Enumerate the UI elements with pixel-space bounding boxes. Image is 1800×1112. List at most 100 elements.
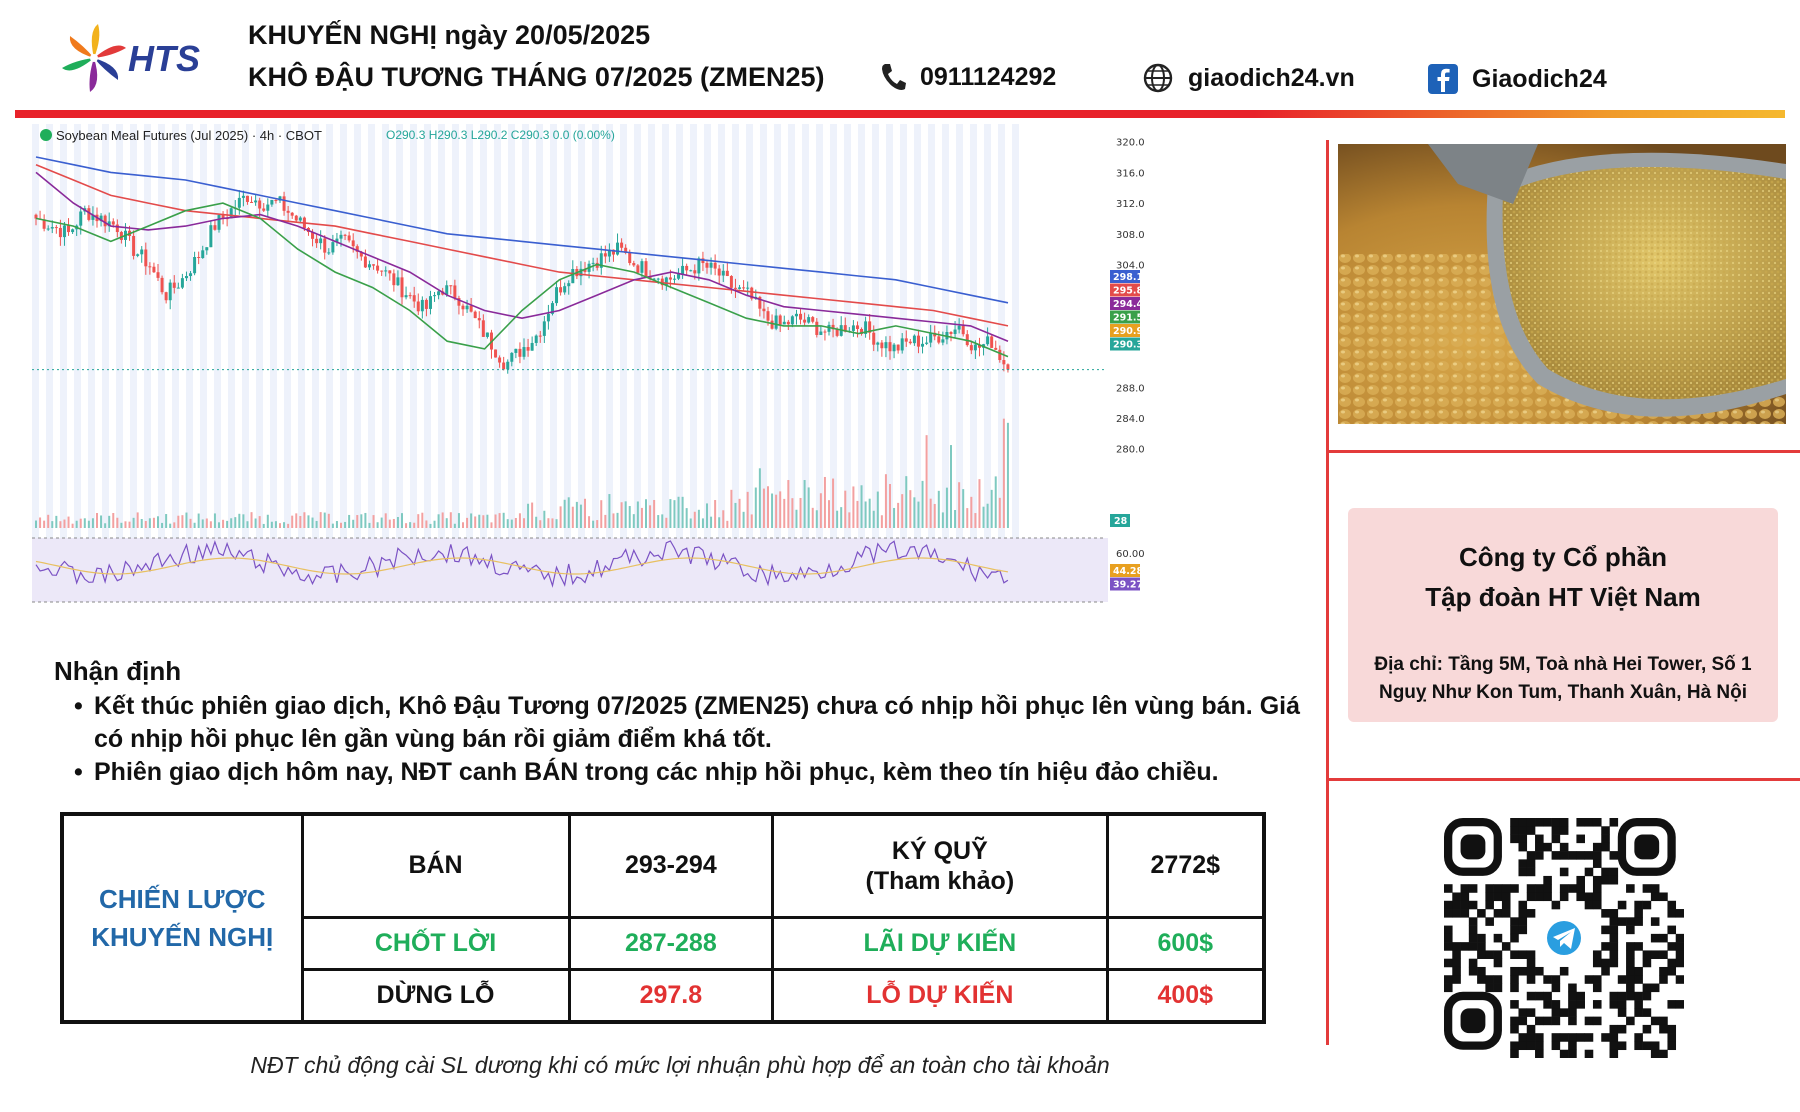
qr-module [1609, 875, 1619, 885]
candle-body [579, 268, 583, 277]
rsi-tag-label: 44.28 [1113, 566, 1143, 577]
qr-module [1551, 818, 1561, 827]
candle-body [717, 268, 721, 276]
candle-body [965, 334, 969, 346]
volume-bar [958, 482, 961, 528]
volume-bar [193, 522, 196, 528]
candle-body [201, 250, 205, 259]
volume-bar [567, 497, 570, 528]
qr-module [1568, 983, 1577, 993]
qr-module [1526, 859, 1536, 868]
qr-module [1642, 983, 1652, 993]
qr-module [1634, 942, 1643, 951]
session-stripe [550, 124, 557, 544]
qr-module [1518, 909, 1528, 918]
candle-body [156, 272, 160, 278]
candle-body [327, 252, 331, 254]
candle-body [404, 295, 408, 298]
qr-module [1592, 842, 1602, 852]
qr-module [1468, 925, 1478, 935]
session-stripe [368, 124, 375, 544]
volume-bar [543, 510, 546, 528]
qr-module [1659, 966, 1668, 976]
volume-bar [640, 507, 643, 528]
volume-bar [213, 513, 216, 528]
volume-bar [665, 517, 668, 528]
session-stripe [998, 124, 1005, 544]
qr-module [1642, 884, 1652, 893]
session-stripe [788, 124, 795, 544]
candle-body [115, 224, 119, 233]
contact-website[interactable]: giaodich24.vn [1142, 62, 1355, 94]
candle-body [681, 265, 685, 275]
session-stripe [200, 124, 207, 544]
price-tag-label: 291.5 [1113, 313, 1143, 324]
candle-body [245, 195, 249, 202]
qr-module [1518, 1016, 1528, 1026]
candle-body [815, 321, 819, 335]
price-chart[interactable]: 320.0 316.0 312.0 308.0 304.0 288.0 284.0 280.0… [30, 124, 1320, 622]
qr-module [1543, 884, 1552, 893]
qr-finder [1444, 991, 1502, 1050]
qr-module [1667, 942, 1677, 951]
qr-module [1535, 842, 1544, 852]
volume-bar [588, 516, 591, 528]
volume-bar [303, 512, 306, 528]
rsi-tick-label: 60.00 [1116, 549, 1145, 560]
candle-body [62, 225, 66, 238]
qr-module [1518, 1033, 1528, 1042]
qr-module [1576, 1033, 1585, 1042]
qr-module [1477, 966, 1486, 976]
candle-body [274, 200, 278, 202]
price-tick-label: 284.0 [1116, 414, 1145, 425]
volume-bar [547, 518, 550, 528]
session-stripe [284, 124, 291, 544]
qr-module [1667, 1033, 1677, 1042]
price-tick-label: 288.0 [1116, 383, 1145, 394]
candle-body [677, 274, 681, 279]
qr-module [1510, 917, 1519, 926]
volume-bar [177, 515, 180, 528]
volume-bar [352, 519, 355, 528]
volume-bar [148, 518, 151, 528]
candle-body [860, 328, 864, 334]
volume-bar [205, 518, 208, 528]
contact-facebook[interactable]: Giaodich24 [1428, 64, 1607, 94]
qr-code[interactable] [1444, 818, 1685, 1059]
session-stripe [438, 124, 445, 544]
qr-module [1535, 966, 1544, 976]
qr-module [1526, 818, 1536, 827]
volume-bar [409, 522, 412, 528]
qr-module [1477, 950, 1486, 959]
qr-module [1634, 909, 1643, 918]
qr-module [1601, 842, 1610, 852]
price-tag-label: 298.1 [1113, 272, 1143, 283]
qr-module [1460, 909, 1470, 918]
qr-module [1468, 884, 1478, 893]
volume-bar [348, 514, 351, 528]
volume-bar [222, 519, 225, 528]
phone-number: 0911124292 [920, 62, 1057, 91]
contact-phone[interactable]: 0911124292 [880, 62, 1056, 92]
qr-module [1535, 1033, 1544, 1042]
volume-bar [848, 512, 851, 528]
candle-body [294, 215, 298, 221]
qr-module [1634, 1041, 1643, 1051]
table-row: CHIẾN LƯỢC KHUYẾN NGHỊ BÁN 293-294 KÝ QU… [60, 812, 1266, 1024]
volume-bar [384, 513, 387, 528]
qr-module [1626, 958, 1635, 968]
candle-body [921, 343, 925, 347]
candle-body [799, 313, 803, 320]
candle-body [54, 227, 58, 229]
sell-range: 293-294 [567, 812, 775, 919]
qr-module [1609, 1049, 1619, 1059]
qr-module [1675, 950, 1685, 959]
candle-body [71, 229, 75, 233]
volume-bar [527, 503, 530, 528]
qr-module [1452, 892, 1461, 902]
volume-bar [1006, 422, 1009, 528]
candle-body [433, 295, 437, 297]
qr-module [1468, 933, 1478, 943]
qr-module [1576, 991, 1585, 1001]
sell-label: BÁN [300, 812, 571, 919]
